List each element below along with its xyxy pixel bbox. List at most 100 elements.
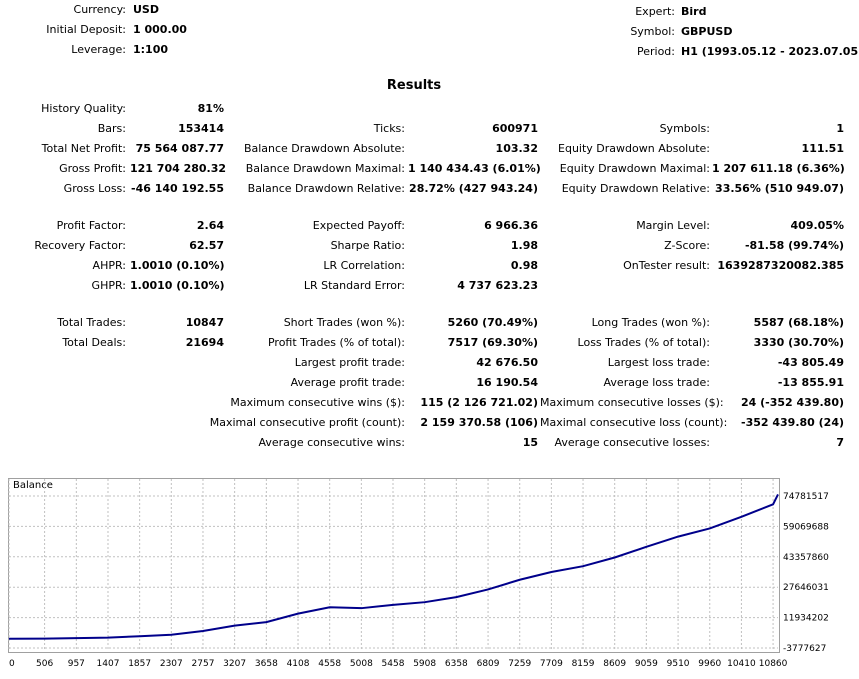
- stat-label: AHPR:: [92, 259, 126, 272]
- x-tick-label: 6809: [477, 659, 500, 669]
- stat-label: Maximal consecutive profit (count):: [209, 416, 405, 429]
- x-tick-label: 10860: [759, 659, 788, 669]
- x-tick-label: 2757: [192, 659, 215, 669]
- stat-label: Total Deals:: [62, 336, 126, 349]
- stat-value: -13 855.91: [777, 376, 844, 389]
- header-right-label: Period:: [636, 45, 675, 58]
- header-left-label: Currency:: [73, 3, 126, 16]
- stat-value: 42 676.50: [476, 356, 538, 369]
- header-right-label: Symbol:: [630, 25, 675, 38]
- stat-value: 2.64: [196, 219, 224, 232]
- stat-value: 81%: [197, 102, 224, 115]
- chart-title: Balance: [13, 480, 53, 491]
- stat-label: Ticks:: [373, 122, 405, 135]
- x-tick-label: 4558: [318, 659, 341, 669]
- stat-value: 1639287320082.385: [717, 259, 844, 272]
- x-tick-label: 4108: [287, 659, 310, 669]
- stat-label: Recovery Factor:: [34, 239, 126, 252]
- stat-value: 111.51: [801, 142, 844, 155]
- x-tick-label: 3207: [223, 659, 246, 669]
- x-tick-label: 5458: [382, 659, 405, 669]
- stat-label: Total Trades:: [57, 316, 126, 329]
- header-left-value: 1 000.00: [133, 23, 187, 36]
- y-tick-label: -3777627: [783, 644, 826, 654]
- stat-value: 1.98: [510, 239, 538, 252]
- y-tick-label: 43357860: [783, 553, 829, 563]
- stat-label: Profit Factor:: [56, 219, 126, 232]
- stat-value: -46 140 192.55: [131, 182, 224, 195]
- header-left-label: Leverage:: [71, 43, 126, 56]
- stat-label: Average consecutive wins:: [258, 436, 405, 449]
- stat-value: 21694: [185, 336, 224, 349]
- stat-label: Loss Trades (% of total):: [577, 336, 710, 349]
- stat-label: Average profit trade:: [290, 376, 405, 389]
- x-tick-label: 506: [36, 659, 53, 669]
- x-tick-label: 5008: [350, 659, 373, 669]
- stat-label: Maximum consecutive wins ($):: [230, 396, 405, 409]
- stat-value: 1.0010 (0.10%): [130, 279, 225, 292]
- stat-value: -43 805.49: [777, 356, 844, 369]
- x-tick-label: 10410: [727, 659, 756, 669]
- stat-value: 24 (-352 439.80): [741, 396, 844, 409]
- stat-value: 1.0010 (0.10%): [130, 259, 225, 272]
- stat-label: Gross Loss:: [63, 182, 126, 195]
- stat-value: 10847: [185, 316, 224, 329]
- stat-label: Balance Drawdown Absolute:: [243, 142, 405, 155]
- x-tick-label: 1857: [128, 659, 151, 669]
- x-tick-label: 9960: [698, 659, 721, 669]
- stat-value: -81.58 (99.74%): [744, 239, 844, 252]
- stat-label: LR Correlation:: [323, 259, 405, 272]
- stat-value: 153414: [178, 122, 224, 135]
- stat-label: History Quality:: [41, 102, 126, 115]
- stat-label: Symbols:: [659, 122, 710, 135]
- header-left-value: USD: [133, 3, 159, 16]
- stat-value: 7: [836, 436, 844, 449]
- stat-label: Total Net Profit:: [41, 142, 126, 155]
- x-tick-label: 7709: [540, 659, 563, 669]
- stat-value: 1 207 611.18 (6.36%): [712, 162, 845, 175]
- stat-label: Long Trades (won %):: [591, 316, 710, 329]
- stat-label: Equity Drawdown Maximal:: [559, 162, 710, 175]
- balance-chart: Balance: [8, 478, 780, 653]
- stat-value: 7517 (69.30%): [447, 336, 538, 349]
- x-tick-label: 9510: [667, 659, 690, 669]
- x-tick-label: 8159: [572, 659, 595, 669]
- stat-label: Z-Score:: [664, 239, 710, 252]
- stat-label: GHPR:: [91, 279, 126, 292]
- stat-value: 103.32: [495, 142, 538, 155]
- y-tick-label: 59069688: [783, 522, 829, 532]
- stat-value: 2 159 370.58 (106): [420, 416, 538, 429]
- x-tick-label: 0: [9, 659, 15, 669]
- x-tick-label: 2307: [160, 659, 183, 669]
- stat-value: 409.05%: [790, 219, 844, 232]
- stat-label: Gross Profit:: [59, 162, 126, 175]
- stat-value: -352 439.80 (24): [741, 416, 844, 429]
- stat-label: Short Trades (won %):: [283, 316, 405, 329]
- x-tick-label: 3658: [255, 659, 278, 669]
- stat-label: Average consecutive losses:: [554, 436, 710, 449]
- stat-value: 0.98: [510, 259, 538, 272]
- stat-label: OnTester result:: [623, 259, 710, 272]
- x-tick-label: 957: [68, 659, 85, 669]
- stat-label: Equity Drawdown Absolute:: [558, 142, 710, 155]
- header-left-value: 1:100: [133, 43, 169, 56]
- stat-value: 600971: [492, 122, 538, 135]
- stat-label: Largest loss trade:: [607, 356, 710, 369]
- stat-value: 16 190.54: [476, 376, 538, 389]
- x-tick-label: 9059: [635, 659, 658, 669]
- stat-label: Sharpe Ratio:: [330, 239, 405, 252]
- stat-label: Largest profit trade:: [294, 356, 405, 369]
- stat-label: Maximum consecutive losses ($):: [540, 396, 724, 409]
- stat-value: 15: [522, 436, 538, 449]
- stat-value: 5587 (68.18%): [753, 316, 844, 329]
- header-right-value: Bird: [681, 5, 707, 18]
- stat-value: 62.57: [189, 239, 224, 252]
- x-tick-label: 6358: [445, 659, 468, 669]
- stat-value: 5260 (70.49%): [447, 316, 538, 329]
- x-tick-label: 5908: [413, 659, 436, 669]
- stat-value: 121 704 280.32: [130, 162, 227, 175]
- stat-label: Average loss trade:: [603, 376, 710, 389]
- stat-label: Bars:: [97, 122, 126, 135]
- stat-label: LR Standard Error:: [303, 279, 405, 292]
- stat-label: Balance Drawdown Maximal:: [245, 162, 405, 175]
